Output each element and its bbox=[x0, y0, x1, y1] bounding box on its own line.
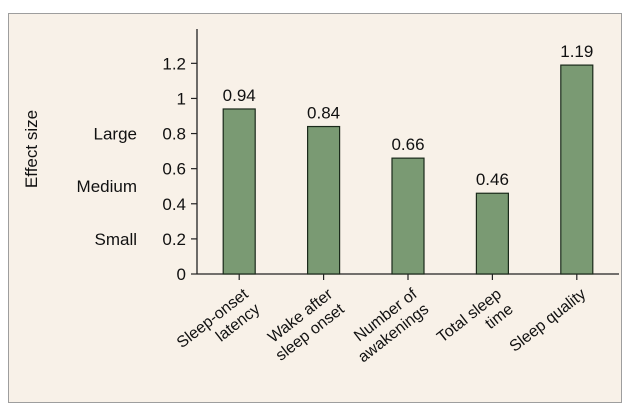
x-tick-label: Sleep quality bbox=[507, 286, 590, 356]
bar-value-label: 0.84 bbox=[307, 104, 340, 123]
y-tick-label: 0.8 bbox=[162, 125, 186, 144]
y-tick-label: 0 bbox=[177, 265, 186, 284]
x-tick-label: Wake aftersleep onset bbox=[261, 285, 348, 364]
y-tick-label: 0.2 bbox=[162, 230, 186, 249]
bar-value-label: 1.19 bbox=[560, 42, 593, 61]
bar bbox=[560, 64, 594, 275]
bar-value-label: 0.46 bbox=[476, 170, 509, 189]
y-ticks: 0 0.2 0.4 0.6 0.8 1 1.2 bbox=[162, 54, 197, 284]
effect-size-label-small: Small bbox=[94, 230, 137, 249]
x-tick-label: Sleep-onsetlatency bbox=[174, 285, 264, 366]
bar bbox=[391, 157, 425, 275]
bar-chart: Effect size 0 0.2 0.4 0.6 0.8 1 1.2 Small Mediu… bbox=[22, 29, 619, 366]
x-tick-label: Total sleeptime bbox=[434, 286, 517, 362]
x-tick-label: Number ofawakenings bbox=[343, 285, 432, 366]
y-axis-label: Effect size bbox=[22, 110, 41, 188]
bars bbox=[222, 64, 594, 275]
bar-value-label: 0.94 bbox=[223, 86, 256, 105]
bar bbox=[307, 125, 341, 275]
effect-size-label-large: Large bbox=[94, 125, 137, 144]
y-tick-label: 1.2 bbox=[162, 54, 186, 73]
x-tick-labels: Sleep-onsetlatency Wake aftersleep onset N… bbox=[174, 274, 590, 366]
value-labels: 0.94 0.84 0.66 0.46 1.19 bbox=[223, 42, 594, 189]
y-tick-label: 0.6 bbox=[162, 160, 186, 179]
chart-frame: Effect size 0 0.2 0.4 0.6 0.8 1 1.2 Small Mediu… bbox=[8, 13, 622, 403]
bar bbox=[222, 108, 256, 275]
y-tick-label: 1 bbox=[177, 89, 186, 108]
bar bbox=[475, 192, 509, 275]
bar-value-label: 0.66 bbox=[391, 135, 424, 154]
y-tick-label: 0.4 bbox=[162, 195, 186, 214]
effect-size-label-medium: Medium bbox=[77, 177, 137, 196]
effect-size-labels: Small Medium Large bbox=[77, 125, 137, 249]
